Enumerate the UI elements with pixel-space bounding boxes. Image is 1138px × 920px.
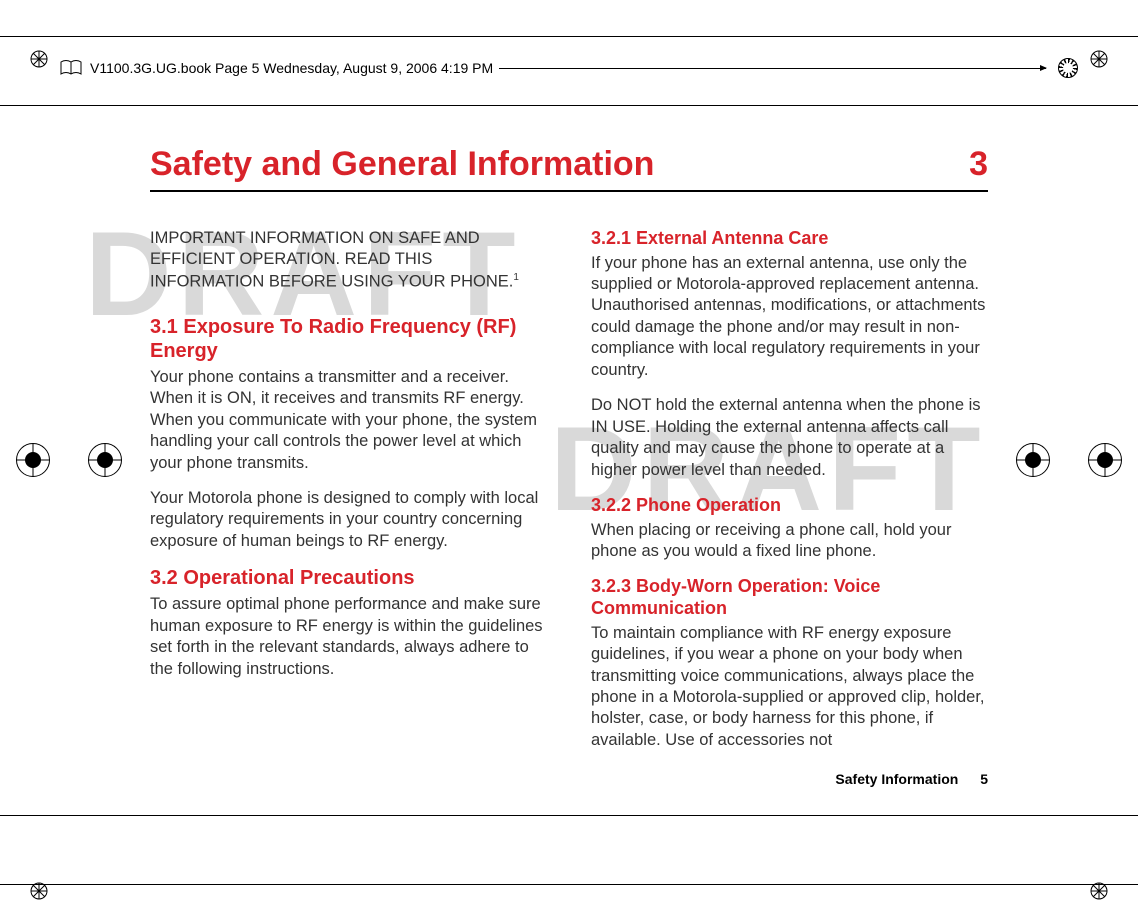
- section-3-1-para-1: Your phone contains a transmitter and a …: [150, 367, 547, 474]
- section-3-2-2-heading: 3.2.2 Phone Operation: [591, 495, 988, 517]
- crop-line: [0, 36, 1138, 37]
- section-3-2-para-1: To assure optimal phone performance and …: [150, 594, 547, 680]
- section-3-2-3-heading: 3.2.3 Body-Worn Operation: Voice Communi…: [591, 576, 988, 619]
- intro-body: IMPORTANT INFORMATION ON SAFE AND EFFICI…: [150, 229, 513, 290]
- left-column: IMPORTANT INFORMATION ON SAFE AND EFFICI…: [150, 228, 547, 765]
- corner-mark-icon: [1090, 50, 1108, 68]
- section-3-2-heading: 3.2 Operational Precautions: [150, 566, 547, 590]
- corner-mark-icon: [30, 882, 48, 900]
- corner-mark-icon: [1090, 882, 1108, 900]
- right-column: 3.2.1 External Antenna Care If your phon…: [591, 228, 988, 765]
- section-3-1-heading: 3.1 Exposure To Radio Frequency (RF) Ene…: [150, 315, 547, 363]
- crop-line: [0, 815, 1138, 816]
- chapter-number: 3: [969, 145, 988, 184]
- page-footer: Safety Information 5: [835, 771, 988, 787]
- registration-mark-icon: [16, 443, 50, 477]
- chapter-title-row: Safety and General Information 3: [150, 145, 988, 192]
- header-arrow: [499, 68, 1046, 69]
- footer-page-number: 5: [980, 771, 988, 787]
- section-3-2-1-para-2: Do NOT hold the external antenna when th…: [591, 395, 988, 481]
- section-3-2-1-para-1: If your phone has an external antenna, u…: [591, 253, 988, 382]
- book-icon: [60, 59, 82, 77]
- page-area: DRAFT DRAFT Safety and General Informati…: [60, 105, 1078, 815]
- crop-line: [0, 884, 1138, 885]
- footer-section: Safety Information: [835, 771, 958, 787]
- chapter-title: Safety and General Information: [150, 145, 654, 184]
- section-3-2-1-heading: 3.2.1 External Antenna Care: [591, 228, 988, 250]
- header-filename: V1100.3G.UG.book Page 5 Wednesday, Augus…: [90, 60, 493, 76]
- section-3-1-para-2: Your Motorola phone is designed to compl…: [150, 488, 547, 552]
- section-3-2-3-para-1: To maintain compliance with RF energy ex…: [591, 623, 988, 752]
- registration-mark-icon: [1088, 443, 1122, 477]
- gear-icon: [1058, 58, 1078, 78]
- corner-mark-icon: [30, 50, 48, 68]
- framemaker-header: V1100.3G.UG.book Page 5 Wednesday, Augus…: [60, 54, 1078, 82]
- intro-footnote-ref: 1: [513, 272, 519, 283]
- section-3-2-2-para-1: When placing or receiving a phone call, …: [591, 520, 988, 563]
- intro-text: IMPORTANT INFORMATION ON SAFE AND EFFICI…: [150, 228, 547, 293]
